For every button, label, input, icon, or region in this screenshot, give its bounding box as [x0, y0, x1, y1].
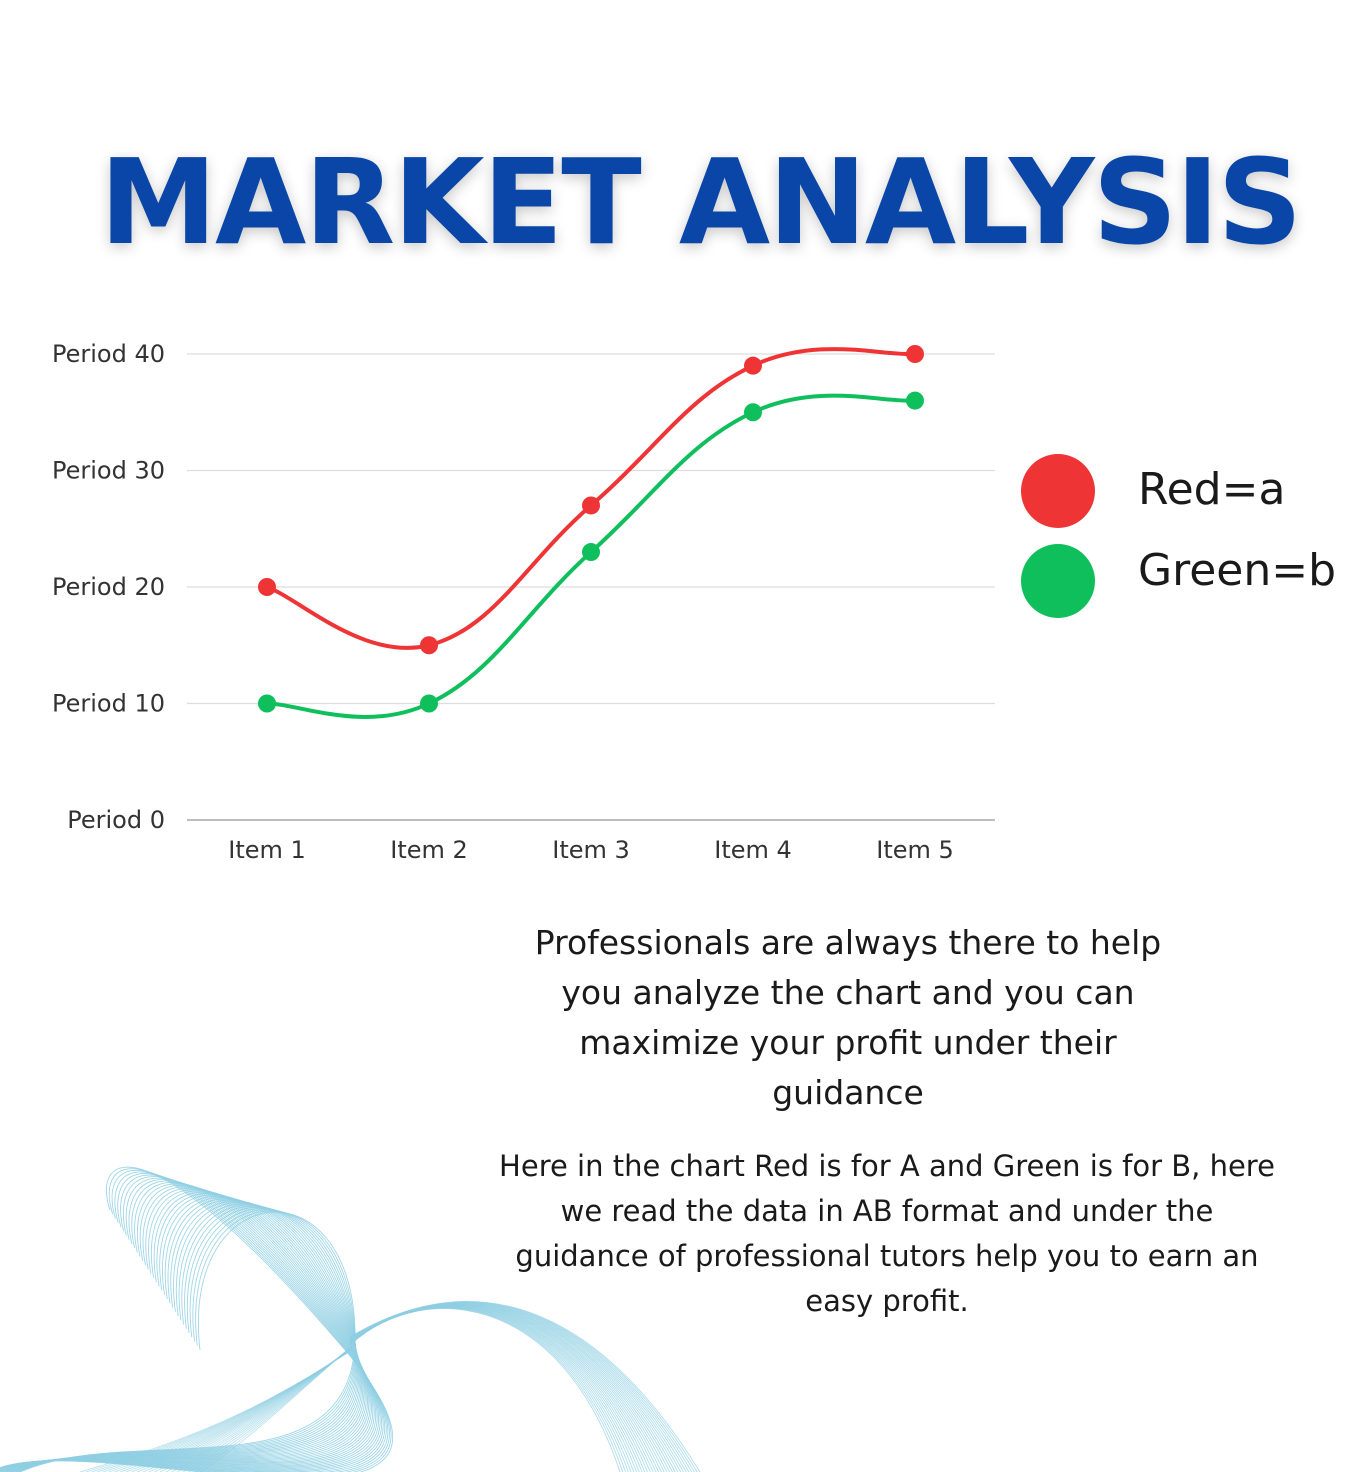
- data-point-green-item-4: [744, 403, 762, 422]
- y-tick-label: Period 30: [52, 457, 165, 485]
- data-point-green-item-5: [906, 391, 924, 410]
- wave-line: [349, 1307, 629, 1472]
- data-point-red-item-3: [582, 496, 600, 515]
- data-point-green-item-1: [258, 694, 276, 713]
- legend-green-marker: [1021, 544, 1095, 618]
- x-tick-label: Item 5: [876, 836, 954, 864]
- x-tick-label: Item 4: [714, 836, 792, 864]
- x-axis-tick-labels: Item 1 Item 2 Item 3 Item 4 Item 5: [228, 836, 954, 864]
- legend-green-label: Green=b: [1138, 545, 1337, 596]
- wave-line: [349, 1306, 635, 1472]
- wave-line: [349, 1308, 621, 1472]
- wave-line: [0, 1180, 379, 1472]
- data-point-red-item-5: [906, 345, 924, 363]
- y-axis-tick-labels: Period 0 Period 10 Period 20 Period 30 Perio…: [52, 340, 165, 834]
- wave-line: [349, 1307, 632, 1472]
- grid-lines: [187, 353, 995, 821]
- wave-line: [0, 1179, 381, 1472]
- legend-red-marker: [1021, 454, 1095, 528]
- y-tick-label: Period 10: [52, 690, 165, 718]
- page-title: MARKET ANALYSIS: [99, 133, 1303, 271]
- main-paragraph: Professionals are always there to help y…: [534, 923, 1162, 1112]
- line-chart: Period 0 Period 10 Period 20 Period 30 Perio…: [52, 340, 995, 864]
- wave-line: [79, 1349, 353, 1472]
- wave-line: [12, 1202, 360, 1472]
- legend-red-label: Red=a: [1138, 464, 1286, 515]
- wave-line: [349, 1306, 637, 1472]
- wave-line: [16, 1206, 357, 1472]
- wave-line: [13, 1203, 359, 1472]
- data-point-red-item-1: [258, 578, 276, 596]
- x-tick-label: Item 2: [390, 836, 468, 864]
- note-paragraph: Here in the chart Red is for A and Green…: [499, 1149, 1275, 1318]
- data-point-green-item-2: [420, 694, 438, 713]
- y-tick-label: Period 0: [67, 806, 165, 834]
- series-points: [258, 345, 924, 713]
- x-tick-label: Item 3: [552, 836, 630, 864]
- wave-line: [349, 1306, 640, 1472]
- y-tick-label: Period 40: [52, 340, 165, 368]
- decorative-wave-graphic: [0, 1166, 701, 1472]
- y-tick-label: Period 20: [52, 573, 165, 601]
- series-lines: [265, 347, 917, 719]
- data-point-red-item-2: [420, 636, 438, 655]
- x-tick-label: Item 1: [228, 836, 306, 864]
- wave-line: [8, 1197, 364, 1472]
- data-point-green-item-3: [582, 543, 600, 562]
- wave-line: [15, 1205, 357, 1472]
- wave-line: [349, 1301, 701, 1472]
- wave-line: [349, 1305, 651, 1472]
- wave-line: [349, 1305, 654, 1472]
- wave-line: [349, 1304, 665, 1472]
- data-point-red-item-4: [744, 356, 762, 375]
